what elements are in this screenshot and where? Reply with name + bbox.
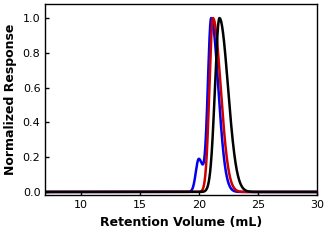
X-axis label: Retention Volume (mL): Retention Volume (mL) xyxy=(100,216,262,229)
Y-axis label: Normalized Response: Normalized Response xyxy=(4,24,17,175)
